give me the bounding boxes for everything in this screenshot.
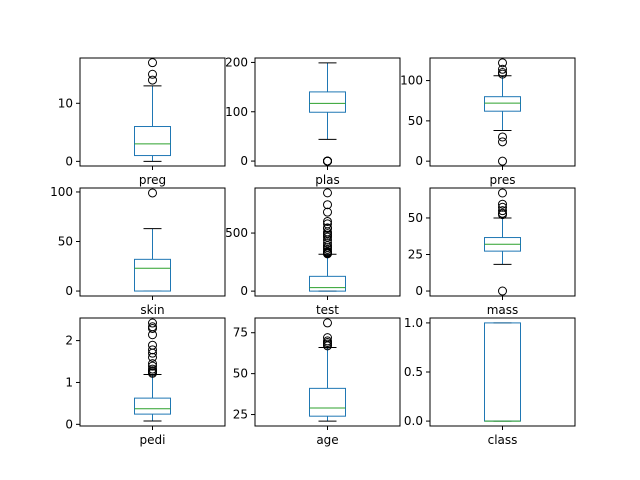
iqr-box xyxy=(309,91,346,113)
panel-pres: 0 50 100 pres xyxy=(400,57,576,187)
y-tick-label: 50 xyxy=(233,367,248,381)
outlier-point xyxy=(498,137,507,147)
y-tick-label: 50 xyxy=(408,114,423,128)
y-tick-label: 10 xyxy=(58,96,73,110)
y-tick-label: 50 xyxy=(58,235,73,249)
outlier-point xyxy=(498,58,507,68)
y-tick-label: 0 xyxy=(65,284,73,298)
x-category-label: test xyxy=(316,303,339,317)
outlier-point xyxy=(323,333,332,343)
outlier-point xyxy=(323,188,332,198)
x-category-label: plas xyxy=(315,173,340,187)
y-tick-label: 1 xyxy=(65,375,73,389)
x-category-label: age xyxy=(316,433,338,447)
y-tick-label: 25 xyxy=(233,408,248,422)
iqr-box xyxy=(134,258,171,292)
x-category-label: skin xyxy=(140,303,164,317)
outlier-point xyxy=(323,216,332,226)
axes-frame xyxy=(79,317,226,427)
outlier-point xyxy=(498,188,507,198)
panel-preg: 0 10 preg xyxy=(58,57,226,187)
outlier-point xyxy=(498,286,507,296)
panel-class: 0.0 0.5 1.0 class xyxy=(404,316,576,447)
outlier-point xyxy=(148,345,157,355)
iqr-box xyxy=(134,126,171,157)
y-tick-label: 2 xyxy=(65,334,73,348)
outlier-point xyxy=(498,64,507,74)
outlier-point xyxy=(498,132,507,142)
outlier-point xyxy=(148,318,157,328)
outlier-point xyxy=(498,68,507,78)
outlier-point xyxy=(148,69,157,79)
y-tick-label: 0 xyxy=(415,284,423,298)
y-tick-label: 0 xyxy=(240,154,248,168)
outlier-point xyxy=(323,156,332,166)
iqr-box xyxy=(309,275,346,292)
outlier-point xyxy=(148,361,157,371)
y-tick-label: 100 xyxy=(50,185,73,199)
panel-test: 0 500 test xyxy=(225,187,401,317)
outlier-point xyxy=(498,208,507,218)
y-tick-label: 50 xyxy=(408,211,423,225)
panel-age: 25 50 75 age xyxy=(233,317,401,447)
outlier-point xyxy=(148,188,157,198)
outlier-point xyxy=(148,75,157,85)
y-tick-label: 500 xyxy=(225,226,248,240)
outlier-point xyxy=(498,199,507,209)
outlier-point xyxy=(148,364,157,374)
x-category-label: pres xyxy=(490,173,516,187)
panel-mass: 0 25 50 mass xyxy=(408,187,576,317)
outlier-point xyxy=(148,359,157,369)
outlier-point xyxy=(498,156,507,166)
outlier-point xyxy=(323,207,332,217)
outlier-point xyxy=(323,223,332,233)
x-category-label: class xyxy=(488,433,518,447)
panel-pedi: 0 1 2 pedi xyxy=(65,317,226,447)
outlier-point xyxy=(323,219,332,229)
y-tick-label: 75 xyxy=(233,326,248,340)
subplot-grid: 010preg0100200plas050100pres050100skin05… xyxy=(50,55,576,447)
outlier-point xyxy=(148,340,157,350)
axes-frame xyxy=(429,317,576,427)
y-tick-label: 0.0 xyxy=(404,414,423,428)
y-tick-label: 0 xyxy=(415,154,423,168)
y-tick-label: 0 xyxy=(240,284,248,298)
x-category-label: mass xyxy=(487,303,519,317)
outlier-point xyxy=(323,200,332,210)
y-tick-label: 100 xyxy=(225,105,248,119)
outlier-point xyxy=(148,58,157,68)
outlier-point xyxy=(498,206,507,216)
y-tick-label: 1.0 xyxy=(404,316,423,330)
outlier-point xyxy=(498,202,507,212)
y-tick-label: 100 xyxy=(400,74,423,88)
axes-frame xyxy=(429,187,576,297)
x-category-label: preg xyxy=(139,173,166,187)
y-tick-label: 0.5 xyxy=(404,365,423,379)
panel-skin: 0 50 100 skin xyxy=(50,185,226,317)
outlier-point xyxy=(323,318,332,328)
iqr-box xyxy=(484,96,521,112)
y-tick-label: 25 xyxy=(408,247,423,261)
outlier-point xyxy=(148,322,157,332)
y-tick-label: 200 xyxy=(225,55,248,69)
panel-plas: 0 100 200 plas xyxy=(225,55,401,187)
iqr-box xyxy=(134,397,171,415)
outlier-point xyxy=(323,336,332,346)
y-tick-label: 0 xyxy=(65,417,73,431)
y-tick-label: 0 xyxy=(65,154,73,168)
x-category-label: pedi xyxy=(140,433,166,447)
iqr-box xyxy=(309,387,346,417)
